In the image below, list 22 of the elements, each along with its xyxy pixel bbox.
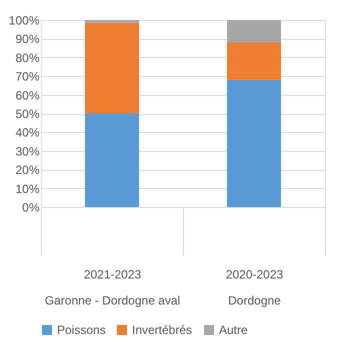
bar xyxy=(85,114,139,207)
bar xyxy=(85,22,139,114)
legend-label: Autre xyxy=(219,323,248,337)
legend-label: Invertébrés xyxy=(132,323,192,337)
bar xyxy=(85,20,139,23)
y-tick-label: 10% xyxy=(15,182,40,196)
bar xyxy=(227,80,281,207)
y-tick-label: 90% xyxy=(15,32,40,46)
y-tick-label: 20% xyxy=(15,163,40,178)
legend-label: Poissons xyxy=(57,323,106,337)
x-tick-label: 2021-2023 Garonne - Dordogne aval xyxy=(44,268,180,308)
y-tick-label: 30% xyxy=(15,144,40,158)
y-tick-label: 70% xyxy=(15,70,40,84)
bar xyxy=(227,42,281,80)
y-tick-label: 50% xyxy=(15,107,40,121)
y-tick-label: 80% xyxy=(15,50,40,65)
y-tick-label: 40% xyxy=(15,126,40,140)
bar xyxy=(227,20,281,42)
y-tick-label: 100% xyxy=(8,14,40,28)
x-tick-label: 2020-2023 Dordogne xyxy=(226,268,284,308)
y-tick-label: 60% xyxy=(15,88,40,102)
y-tick-label: 0% xyxy=(22,200,40,214)
